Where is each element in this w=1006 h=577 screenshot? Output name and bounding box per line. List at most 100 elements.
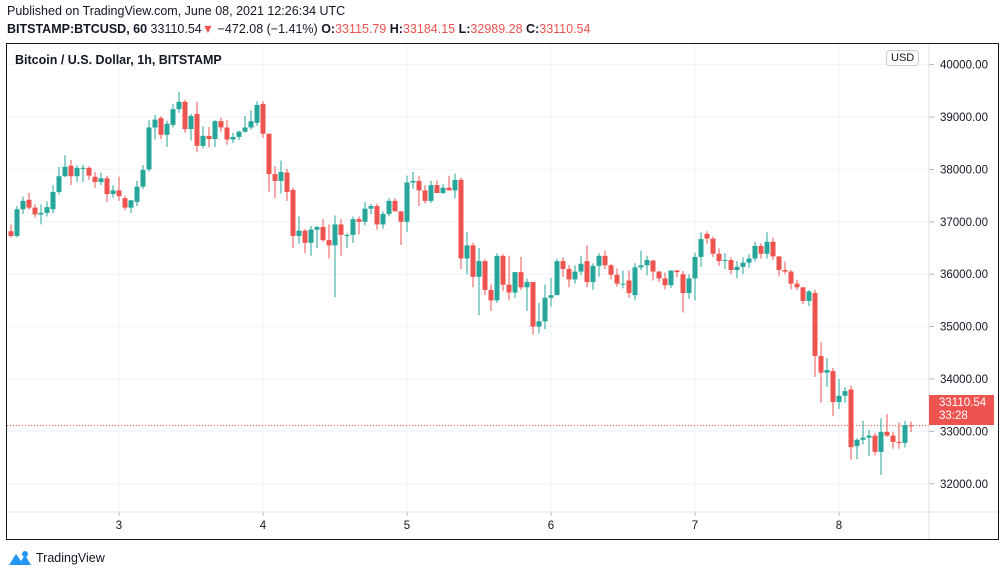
candle[interactable] xyxy=(416,175,422,207)
candle[interactable] xyxy=(446,175,452,191)
candle[interactable] xyxy=(224,120,230,145)
candle[interactable] xyxy=(398,211,404,245)
candle[interactable] xyxy=(98,172,104,186)
candle[interactable] xyxy=(596,253,602,277)
candle[interactable] xyxy=(812,289,818,377)
candle[interactable] xyxy=(650,260,656,281)
candle[interactable] xyxy=(212,120,218,147)
candle[interactable] xyxy=(458,177,464,269)
candle[interactable] xyxy=(254,101,260,126)
candle[interactable] xyxy=(818,342,824,403)
candle[interactable] xyxy=(626,270,632,298)
candle[interactable] xyxy=(164,120,170,147)
candle[interactable] xyxy=(266,133,272,192)
candle[interactable] xyxy=(578,255,584,276)
candle[interactable] xyxy=(644,255,650,276)
candle[interactable] xyxy=(512,272,518,298)
candle[interactable] xyxy=(656,271,662,283)
candle[interactable] xyxy=(518,256,524,290)
candle[interactable] xyxy=(548,277,554,307)
candle[interactable] xyxy=(116,176,122,201)
candle[interactable] xyxy=(314,225,320,248)
candle[interactable] xyxy=(770,237,776,261)
candle[interactable] xyxy=(230,132,236,144)
candle[interactable] xyxy=(428,180,434,203)
candle[interactable] xyxy=(902,420,908,448)
candle[interactable] xyxy=(896,422,902,449)
candle[interactable] xyxy=(764,232,770,259)
candle[interactable] xyxy=(38,204,44,225)
candle[interactable] xyxy=(32,204,38,218)
candle[interactable] xyxy=(554,258,560,296)
candle[interactable] xyxy=(602,250,608,269)
candle[interactable] xyxy=(542,284,548,330)
candle[interactable] xyxy=(26,192,32,210)
candle[interactable] xyxy=(776,256,782,277)
candle[interactable] xyxy=(872,432,878,456)
candle[interactable] xyxy=(284,168,290,201)
candle[interactable] xyxy=(44,201,50,217)
candle[interactable] xyxy=(176,91,182,113)
candle[interactable] xyxy=(800,287,806,305)
candle[interactable] xyxy=(566,265,572,288)
candle[interactable] xyxy=(392,198,398,212)
candle[interactable] xyxy=(632,263,638,301)
candle[interactable] xyxy=(530,282,536,335)
candle[interactable] xyxy=(590,263,596,290)
candle[interactable] xyxy=(80,164,86,182)
candle[interactable] xyxy=(146,120,152,172)
candle[interactable] xyxy=(50,185,56,214)
candle[interactable] xyxy=(692,252,698,301)
candle[interactable] xyxy=(890,431,896,449)
candle[interactable] xyxy=(698,232,704,267)
candle[interactable] xyxy=(866,429,872,457)
candle[interactable] xyxy=(494,253,500,304)
candle[interactable] xyxy=(206,126,212,148)
candle[interactable] xyxy=(794,279,800,290)
candle[interactable] xyxy=(338,219,344,256)
candle[interactable] xyxy=(782,261,788,275)
candle[interactable] xyxy=(308,225,314,256)
candle[interactable] xyxy=(440,184,446,195)
candle[interactable] xyxy=(362,201,368,226)
candle[interactable] xyxy=(92,172,98,188)
candle[interactable] xyxy=(140,165,146,189)
candle[interactable] xyxy=(386,198,392,217)
candle[interactable] xyxy=(188,113,194,141)
candle[interactable] xyxy=(332,215,338,298)
candle[interactable] xyxy=(290,187,296,248)
candle[interactable] xyxy=(320,219,326,242)
candle[interactable] xyxy=(128,199,134,213)
candle[interactable] xyxy=(464,232,470,275)
candle[interactable] xyxy=(584,245,590,288)
currency-badge[interactable]: USD xyxy=(886,50,920,66)
candle[interactable] xyxy=(524,278,530,311)
candle[interactable] xyxy=(908,421,914,432)
candle[interactable] xyxy=(200,126,206,149)
candle[interactable] xyxy=(350,216,356,243)
candle[interactable] xyxy=(158,115,164,140)
candle[interactable] xyxy=(182,99,188,133)
candle[interactable] xyxy=(686,274,692,299)
candle[interactable] xyxy=(752,241,758,262)
candle[interactable] xyxy=(560,257,566,277)
candle[interactable] xyxy=(278,160,284,194)
candle[interactable] xyxy=(104,175,110,202)
candle[interactable] xyxy=(404,175,410,233)
tradingview-logo[interactable]: TradingView xyxy=(8,550,105,566)
candle[interactable] xyxy=(8,224,14,238)
candle[interactable] xyxy=(74,165,80,182)
candle[interactable] xyxy=(806,289,812,307)
candle[interactable] xyxy=(68,159,74,186)
candle[interactable] xyxy=(674,270,680,277)
candle[interactable] xyxy=(434,180,440,193)
candle[interactable] xyxy=(242,115,248,133)
candle[interactable] xyxy=(848,385,854,460)
candle[interactable] xyxy=(152,114,158,140)
candle[interactable] xyxy=(710,236,716,257)
candle[interactable] xyxy=(122,195,128,211)
candle[interactable] xyxy=(884,414,890,437)
candle[interactable] xyxy=(854,438,860,460)
candle[interactable] xyxy=(470,242,476,288)
candle[interactable] xyxy=(356,216,362,235)
